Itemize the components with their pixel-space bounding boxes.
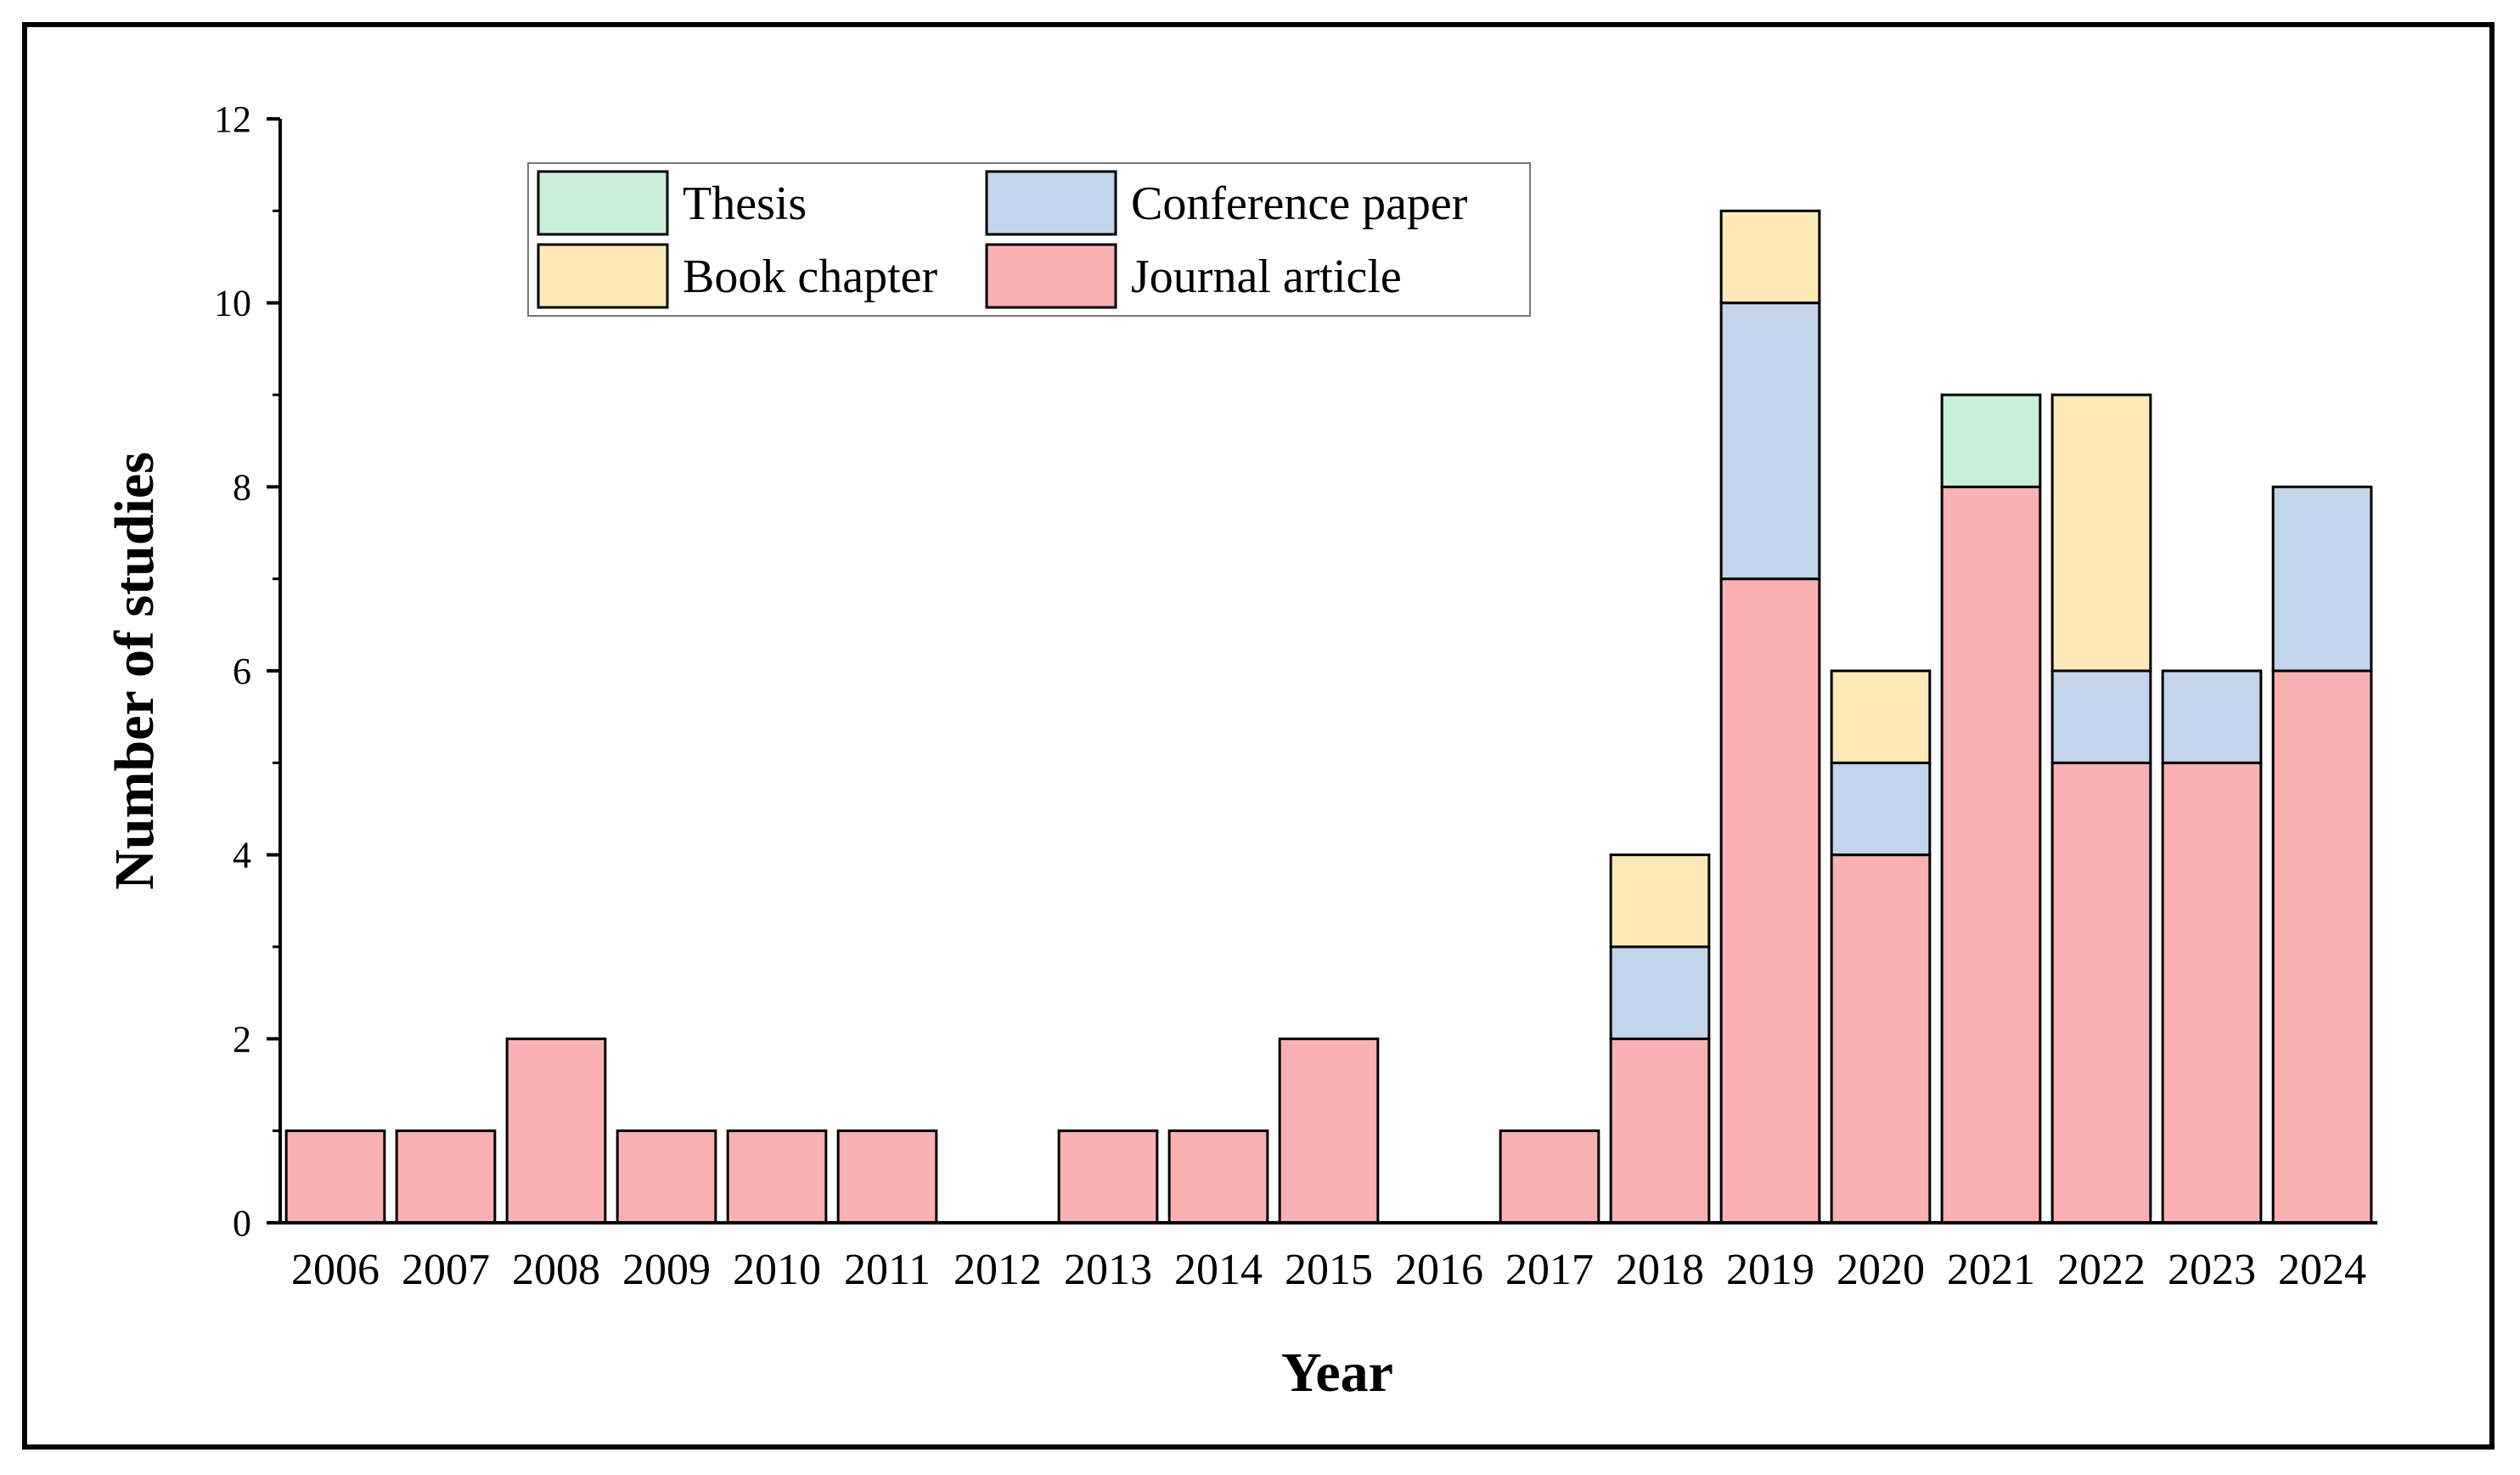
legend-swatch-thesis xyxy=(537,170,669,236)
x-tick-label-2009: 2009 xyxy=(622,1246,711,1294)
bar-book-chapter-2020 xyxy=(1830,669,1932,764)
bar-journal-article-2019 xyxy=(1719,577,1821,1224)
y-tick-label: 10 xyxy=(214,283,251,324)
bar-conference-paper-2022 xyxy=(2050,669,2152,764)
bar-journal-article-2024 xyxy=(2271,669,2373,1224)
bar-journal-article-2022 xyxy=(2050,761,2152,1224)
bar-journal-article-2009 xyxy=(616,1129,717,1224)
legend-label-journal-article: Journal article xyxy=(1131,251,1402,303)
x-tick-label-2011: 2011 xyxy=(844,1246,931,1294)
bar-journal-article-2015 xyxy=(1278,1037,1380,1224)
bar-journal-article-2023 xyxy=(2161,761,2263,1224)
bar-journal-article-2018 xyxy=(1609,1037,1711,1224)
bars-group xyxy=(284,209,2373,1224)
bar-journal-article-2013 xyxy=(1057,1129,1159,1224)
bar-book-chapter-2022 xyxy=(2050,393,2152,673)
bar-journal-article-2008 xyxy=(505,1037,607,1224)
x-tick-label-2021: 2021 xyxy=(1947,1246,2035,1294)
legend: Thesis Conference paper Book chapter Journa… xyxy=(527,162,1531,317)
x-tick-label-2010: 2010 xyxy=(733,1246,821,1294)
bar-journal-article-2014 xyxy=(1167,1129,1269,1224)
y-axis-title: Number of studies xyxy=(104,452,166,890)
x-tick-label-2019: 2019 xyxy=(1726,1246,1814,1294)
axes-group: 0 2 4 6 8 10 12 2006 2007 2008 2009 2010 2011 2012 201… xyxy=(214,99,2377,1294)
x-tick-label-2018: 2018 xyxy=(1616,1246,1704,1294)
y-tick-label: 8 xyxy=(233,466,251,508)
bar-journal-article-2006 xyxy=(284,1129,386,1224)
bar-journal-article-2017 xyxy=(1499,1129,1600,1224)
legend-label-book-chapter: Book chapter xyxy=(683,251,937,303)
y-tick-label: 6 xyxy=(233,650,251,692)
x-tick-label-2022: 2022 xyxy=(2057,1246,2146,1294)
x-tick-label-2016: 2016 xyxy=(1395,1246,1483,1294)
bar-book-chapter-2018 xyxy=(1609,853,1711,949)
legend-swatch-conference-paper xyxy=(985,170,1117,236)
bar-journal-article-2020 xyxy=(1830,853,1932,1224)
x-tick-label-2015: 2015 xyxy=(1285,1246,1373,1294)
bar-thesis-2021 xyxy=(1940,393,2042,488)
bar-journal-article-2021 xyxy=(1940,485,2042,1224)
bar-journal-article-2011 xyxy=(836,1129,938,1224)
legend-label-conference-paper: Conference paper xyxy=(1131,177,1468,230)
bar-journal-article-2007 xyxy=(395,1129,497,1224)
bar-journal-article-2010 xyxy=(726,1129,828,1224)
x-tick-label-2008: 2008 xyxy=(512,1246,600,1294)
x-tick-label-2012: 2012 xyxy=(953,1246,1042,1294)
legend-label-thesis: Thesis xyxy=(683,177,807,230)
legend-swatch-book-chapter xyxy=(537,243,669,309)
bar-conference-paper-2020 xyxy=(1830,761,1932,857)
x-axis-title: Year xyxy=(1281,1342,1393,1404)
bar-conference-paper-2018 xyxy=(1609,945,1711,1040)
bar-conference-paper-2023 xyxy=(2161,669,2263,764)
x-tick-label-2017: 2017 xyxy=(1505,1246,1594,1294)
y-tick-label: 4 xyxy=(233,835,251,876)
x-tick-label-2024: 2024 xyxy=(2278,1246,2366,1294)
x-tick-label-2007: 2007 xyxy=(402,1246,490,1294)
legend-swatch-journal-article xyxy=(985,243,1117,309)
y-tick-label: 12 xyxy=(214,99,251,140)
y-tick-label: 2 xyxy=(233,1018,251,1060)
x-tick-label-2014: 2014 xyxy=(1174,1246,1263,1294)
bar-conference-paper-2019 xyxy=(1719,301,1821,581)
bar-conference-paper-2024 xyxy=(2271,485,2373,673)
x-tick-label-2023: 2023 xyxy=(2168,1246,2256,1294)
x-tick-label-2006: 2006 xyxy=(291,1246,380,1294)
x-tick-label-2013: 2013 xyxy=(1064,1246,1152,1294)
y-tick-label: 0 xyxy=(233,1202,251,1244)
bar-book-chapter-2019 xyxy=(1719,209,1821,305)
x-tick-label-2020: 2020 xyxy=(1837,1246,1925,1294)
